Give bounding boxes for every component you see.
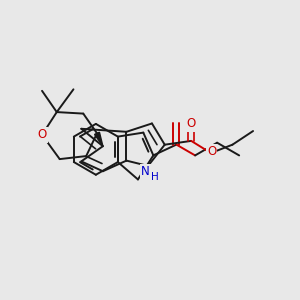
Text: O: O <box>207 145 216 158</box>
Text: O: O <box>38 128 47 141</box>
Text: N: N <box>141 165 150 178</box>
Polygon shape <box>94 132 103 146</box>
Text: O: O <box>187 117 196 130</box>
Text: H: H <box>151 172 159 182</box>
